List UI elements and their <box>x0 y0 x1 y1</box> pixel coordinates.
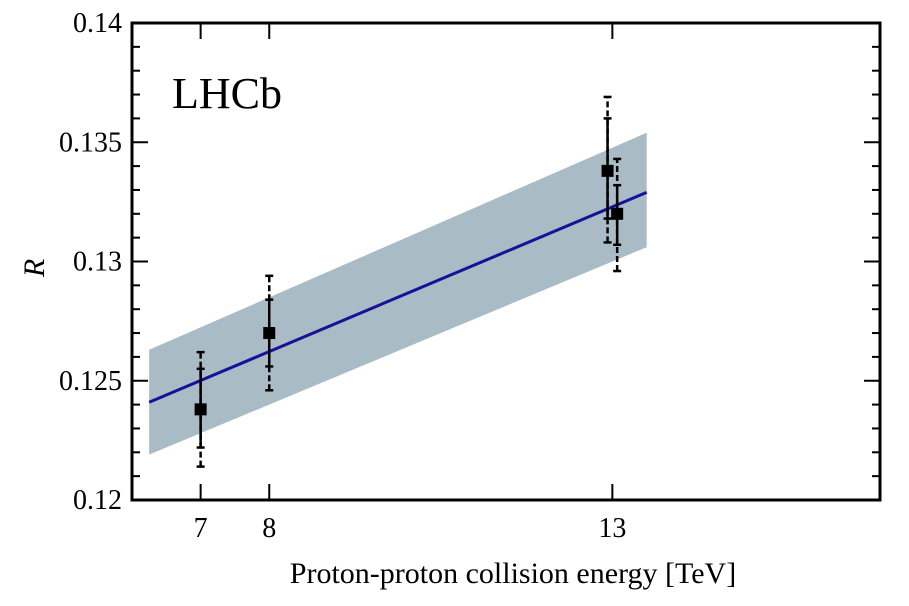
y-tick-label: 0.12 <box>73 485 122 516</box>
data-point-1 <box>194 403 207 416</box>
y-tick-label: 0.135 <box>59 127 122 158</box>
y-tick-label: 0.14 <box>73 8 122 39</box>
uncertainty-band <box>149 132 647 455</box>
fit-line-layer <box>148 190 648 404</box>
x-tick-label: 13 <box>598 513 626 544</box>
tick-labels-layer: 0.12 0.125 0.13 0.135 0.14 7 8 13 <box>59 8 626 544</box>
x-tick-label: 8 <box>262 513 276 544</box>
data-point-3 <box>601 164 614 177</box>
axis-ticks-layer <box>132 23 880 500</box>
fit-line <box>148 190 648 404</box>
data-point-2 <box>263 327 276 340</box>
y-tick-label: 0.13 <box>73 247 122 278</box>
experiment-label: LHCb <box>172 69 282 118</box>
x-tick-label: 7 <box>194 513 208 544</box>
x-axis-title: Proton-proton collision energy [TeV] <box>290 557 736 590</box>
data-points-layer <box>194 95 624 468</box>
data-point-4 <box>611 207 624 220</box>
y-axis-title: R <box>18 259 51 278</box>
y-tick-label: 0.125 <box>59 366 122 397</box>
uncertainty-band-layer <box>149 132 647 455</box>
